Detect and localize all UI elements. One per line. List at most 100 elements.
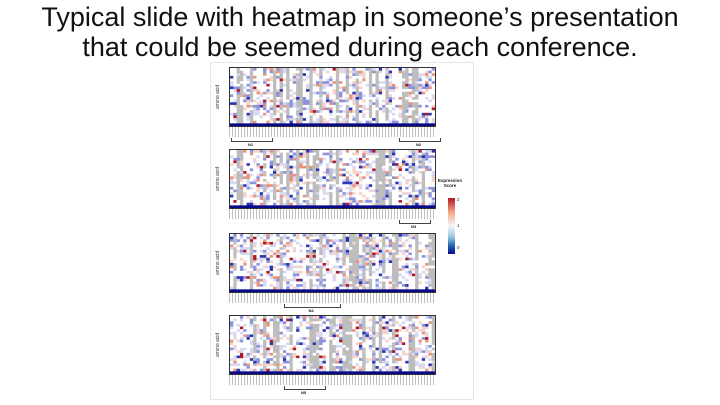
heatmap-cell [236, 86, 241, 90]
heatmap-cell [230, 163, 234, 167]
heatmap-cell [289, 118, 294, 122]
heatmap-cell [306, 176, 310, 180]
heatmap-cell [249, 260, 254, 264]
heatmap-cell [339, 97, 343, 100]
heatmap-cell [335, 241, 340, 245]
heatmap-cell [329, 284, 333, 288]
heatmap-cell [319, 181, 323, 185]
heatmap-cell [415, 326, 419, 330]
heatmap-cell [282, 200, 287, 204]
heatmap-cell [230, 252, 234, 256]
heatmap-cell [378, 194, 383, 198]
heatmap-cell [266, 331, 270, 335]
heatmap-cell [315, 112, 320, 116]
heatmap-cell [322, 123, 327, 126]
heatmap-cell [329, 205, 333, 208]
heatmap-cell [405, 189, 409, 193]
heatmap-cell [385, 75, 390, 79]
heatmap-cell [375, 202, 380, 206]
heatmap-cell [233, 123, 237, 126]
heatmap-cell [233, 236, 237, 240]
heatmap-cell [358, 165, 363, 169]
heatmap-cell [335, 286, 340, 290]
heatmap-cell [375, 321, 380, 325]
heatmap-cell [398, 289, 403, 292]
heatmap-cell [243, 286, 247, 290]
heatmap-cell [296, 176, 300, 180]
heatmap-cell [329, 173, 333, 177]
heatmap-cell [233, 192, 237, 196]
heatmap-cell [398, 94, 403, 98]
heatmap-cell [322, 339, 327, 343]
heatmap-cell [319, 104, 323, 108]
heatmap-cell [339, 252, 343, 256]
heatmap-cell [378, 104, 383, 108]
heatmap-cell [339, 152, 343, 156]
heatmap-cell [269, 160, 274, 164]
heatmap-cell [395, 181, 399, 185]
heatmap-cell [319, 89, 323, 93]
heatmap-cell [398, 329, 403, 333]
heatmap-cell [269, 89, 274, 93]
heatmap-cell [266, 97, 270, 100]
heatmap-cell [405, 150, 409, 153]
heatmap-cell [349, 289, 353, 292]
heatmap-cell [401, 107, 406, 111]
heatmap-cell [358, 107, 363, 111]
heatmap-cell [405, 78, 409, 82]
heatmap-cell [372, 350, 376, 354]
heatmap-cell [296, 165, 300, 169]
heatmap-cell [349, 70, 353, 74]
heatmap-cell [392, 244, 396, 248]
heatmap-cell [411, 321, 416, 325]
heatmap-cell [335, 86, 340, 90]
heatmap-cell [299, 70, 304, 74]
heatmap-cell [243, 316, 247, 319]
heatmap-cell [398, 115, 403, 119]
heatmap-cell [431, 318, 435, 322]
heatmap-cell [382, 91, 386, 95]
heatmap-cell [289, 70, 294, 74]
heatmap-cell [375, 286, 380, 290]
heatmap-cell [269, 265, 274, 269]
heatmap-cell [276, 318, 280, 322]
heatmap-cell [388, 78, 393, 82]
heatmap-cell [421, 91, 426, 95]
heatmap-cell [431, 163, 435, 167]
heatmap-cell [239, 181, 244, 185]
heatmap-cell [421, 197, 426, 201]
heatmap-cell [325, 171, 330, 175]
heatmap-cell [365, 241, 370, 245]
heatmap-cell [263, 73, 267, 77]
heatmap-cell [302, 192, 307, 196]
heatmap-cell [385, 200, 390, 204]
heatmap-cell [405, 239, 409, 243]
heatmap-cell [322, 284, 327, 288]
heatmap-cell [253, 189, 257, 193]
heatmap-cell [249, 112, 254, 116]
heatmap-cell [425, 179, 429, 182]
heatmap-cell [296, 316, 300, 319]
heatmap-cell [312, 115, 317, 119]
heatmap-cell [385, 329, 390, 333]
heatmap-cell [335, 345, 340, 348]
heatmap-cell [263, 249, 267, 253]
heatmap-cell [249, 155, 254, 159]
heatmap-cell [408, 150, 413, 153]
heatmap-cell [230, 276, 234, 280]
heatmap-cell [266, 110, 270, 114]
heatmap-cell [286, 239, 290, 243]
heatmap-cell [312, 252, 317, 256]
heatmap-cell [246, 260, 251, 264]
heatmap-cell [286, 265, 290, 269]
heatmap-cell [249, 168, 254, 172]
heatmap-cell [306, 102, 310, 106]
heatmap-cell [289, 334, 294, 338]
heatmap-cell [431, 255, 435, 259]
heatmap-cell [279, 157, 284, 161]
heatmap-cell [368, 316, 373, 319]
heatmap-cell [382, 239, 386, 243]
heatmap-cell [408, 163, 413, 167]
heatmap-cell [306, 171, 310, 175]
heatmap-cell [415, 75, 419, 79]
